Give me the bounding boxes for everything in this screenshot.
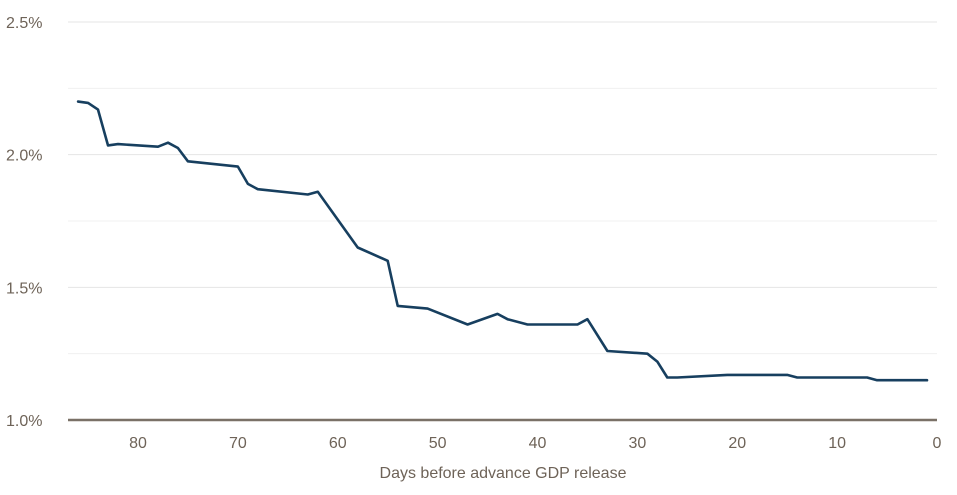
x-tick-label: 20: [728, 435, 746, 452]
x-tick-label: 30: [628, 435, 646, 452]
y-tick-label: 1.5%: [6, 280, 42, 297]
x-tick-label: 50: [429, 435, 447, 452]
x-axis-label: Days before advance GDP release: [380, 465, 627, 482]
series-line: [76, 100, 929, 382]
x-tick-label: 60: [329, 435, 347, 452]
y-tick-label: 2.0%: [6, 148, 42, 165]
gridlines: [68, 21, 937, 355]
x-tick-label: 80: [129, 435, 147, 452]
x-tick-labels: 80 70 60 50 40 30 20 10 0: [129, 435, 941, 452]
y-tick-label: 1.0%: [6, 413, 42, 430]
x-tick-label: 70: [229, 435, 247, 452]
x-tick-label: 0: [933, 435, 942, 452]
x-tick-label: 40: [529, 435, 547, 452]
y-tick-labels: 1.0% 1.5% 2.0% 2.5%: [6, 15, 42, 430]
series-layer: [76, 100, 929, 382]
x-tick-label: 10: [828, 435, 846, 452]
y-tick-label: 2.5%: [6, 15, 42, 32]
